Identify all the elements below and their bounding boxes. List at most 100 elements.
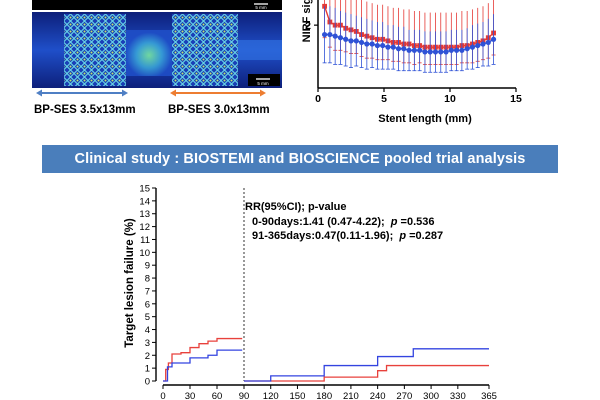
nirf-x-tick-label: 15 — [510, 93, 522, 105]
annotation-row1-p: p — [390, 216, 398, 228]
tlf-annotation: RR(95%CI); p-value 0-90days:1.41 (0.47-4… — [245, 201, 443, 242]
nirf-x-tick-label: 10 — [444, 93, 456, 105]
tlf-y-tick-label: 8 — [145, 274, 150, 285]
tlf-x-tick-label: 60 — [212, 391, 223, 400]
nirf-y-tick-label: 2 — [305, 20, 311, 32]
tlf-y-tick-label: 0 — [145, 377, 150, 388]
tlf-x-tick-label: 240 — [370, 391, 386, 400]
tlf-y-tick-label: 14 — [139, 196, 150, 207]
nirf-point — [448, 47, 454, 53]
stent-left-mesh — [64, 14, 126, 86]
nirf-point — [327, 31, 333, 38]
nirf-x-axis-label: Stent length (mm) — [378, 113, 472, 125]
tlf-step-line-red — [244, 364, 489, 382]
target-lesion-failure-chart: Target lesion failure (%) 01234567891011… — [124, 184, 497, 400]
nirf-point — [322, 31, 328, 38]
nirf-point — [343, 36, 349, 42]
stent-right-mesh — [172, 14, 238, 86]
nirf-y-axis-label: NIRF sig — [301, 0, 313, 42]
nirf-x-tick-label: 0 — [315, 93, 321, 105]
nirf-point — [443, 49, 449, 55]
stent-label-left: BP-SES 3.5x13mm — [34, 104, 136, 116]
annotation-row2-value: =0.287 — [409, 230, 443, 242]
nirf-point — [475, 42, 481, 49]
right-stent-arrow — [170, 89, 266, 97]
tlf-x-tick-label: 270 — [396, 391, 412, 400]
tlf-y-tick-label: 3 — [145, 338, 150, 349]
top-image-strip — [32, 0, 282, 10]
annotation-row1: 0-90days:1.41 (0.47-4.22); p =0.536 — [252, 216, 435, 228]
nirf-point — [480, 41, 486, 47]
nirf-point — [438, 49, 444, 55]
nirf-point — [454, 47, 460, 53]
nirf-series-blue — [322, 6, 497, 73]
scale-bar-top-label: 5 mm — [255, 5, 267, 10]
nirf-signal-chart: NIRF sig 0 5 10 15 2 Stent length (mm) — [301, 0, 522, 125]
nirf-point — [369, 41, 375, 47]
scale-bar-bottom-bg — [248, 74, 280, 86]
nirf-point — [380, 42, 386, 49]
nirf-point — [490, 36, 497, 42]
annotation-row2: 91-365days:0.47(0.11-1.96); p =0.287 — [252, 230, 443, 242]
tlf-step-line-blue — [244, 348, 489, 382]
tlf-x-tick-label: 365 — [481, 391, 497, 400]
tlf-y-tick-label: 7 — [145, 286, 150, 297]
tlf-y-tick-label: 2 — [145, 351, 150, 362]
tlf-y-tick-label: 4 — [145, 325, 150, 336]
annotation-row1-value: =0.536 — [401, 216, 435, 228]
nirf-point — [427, 49, 433, 55]
tlf-x-tick-label: 210 — [343, 391, 359, 400]
tlf-x-tick-label: 180 — [316, 391, 332, 400]
nirf-point — [364, 41, 370, 47]
nirf-point — [485, 39, 491, 46]
nirf-point — [464, 46, 470, 52]
tlf-x-tick-label: 330 — [450, 391, 466, 400]
annotation-row2-text: 91-365days:0.47(0.11-1.96); — [252, 230, 393, 242]
stent-label-right: BP-SES 3.0x13mm — [168, 104, 270, 116]
tlf-series — [163, 337, 489, 382]
nirf-point — [332, 33, 338, 39]
tlf-x-tick-label: 30 — [185, 391, 196, 400]
tlf-y-axis-label: Target lesion failure (%) — [124, 218, 136, 348]
stent-length-arrows — [36, 89, 266, 97]
nirf-point — [422, 49, 428, 55]
nirf-point — [401, 46, 407, 52]
nirf-point — [406, 47, 412, 53]
nirf-point — [459, 47, 465, 53]
nirf-point — [417, 47, 423, 53]
nirf-point — [374, 42, 380, 49]
tlf-y-tick-label: 15 — [139, 184, 150, 195]
nirf-series — [322, 0, 497, 73]
vessel-end-right — [238, 40, 282, 60]
tlf-y-tick-label: 5 — [145, 312, 150, 323]
nirf-point — [390, 44, 396, 50]
tlf-y-tick-label: 6 — [145, 299, 150, 310]
tlf-x-tick-label: 90 — [239, 391, 250, 400]
left-stent-arrow — [36, 89, 128, 97]
tlf-y-tick-label: 13 — [139, 209, 150, 220]
tlf-step-line-red — [163, 337, 243, 382]
nirf-point — [353, 38, 359, 44]
nirf-point — [469, 44, 476, 50]
nirf-point — [358, 39, 365, 46]
scale-bar-bottom-label: 5 mm — [257, 81, 269, 86]
nirf-x-tick-label: 5 — [381, 93, 387, 105]
nirf-point — [395, 46, 402, 52]
stent-gap-glow — [126, 30, 172, 76]
tlf-y-tick-label: 9 — [145, 261, 150, 272]
tlf-x-tick-label: 150 — [290, 391, 306, 400]
annotation-row1-text: 0-90days:1.41 (0.47-4.22); — [252, 216, 385, 228]
tlf-y-tick-label: 11 — [140, 235, 150, 246]
tlf-x-tick-label: 300 — [423, 391, 439, 400]
nirf-point — [348, 38, 354, 44]
tlf-step-line-blue — [163, 349, 243, 382]
annotation-header: RR(95%CI); p-value — [245, 201, 346, 213]
nirf-point — [385, 44, 391, 50]
tlf-y-tick-label: 1 — [145, 364, 150, 375]
nirf-point — [337, 35, 344, 41]
tlf-y-tick-label: 12 — [139, 222, 150, 233]
fluorescence-image-panel: 5 mm 5 mm — [32, 0, 282, 88]
tlf-y-tick-label: 10 — [139, 248, 150, 259]
clinical-study-banner: Clinical study : BIOSTEMI and BIOSCIENCE… — [42, 145, 558, 173]
